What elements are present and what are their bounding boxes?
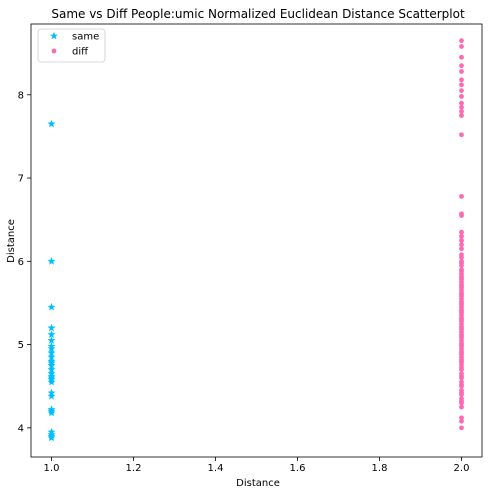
data-point-diff <box>459 332 464 337</box>
x-tick-label: 2.0 <box>454 463 470 474</box>
y-axis-label: Distance <box>6 219 17 263</box>
data-point-same <box>47 433 56 442</box>
data-point-diff <box>459 238 464 243</box>
x-tick-label: 1.4 <box>208 463 224 474</box>
data-point-diff <box>459 382 464 387</box>
x-tick-label: 1.2 <box>126 463 142 474</box>
data-point-diff <box>459 109 464 114</box>
data-point-diff <box>459 82 464 88</box>
data-point-diff <box>459 268 464 274</box>
data-point-diff <box>459 104 464 110</box>
data-point-diff <box>459 260 464 266</box>
y-tick-label: 7 <box>18 174 24 185</box>
data-point-same <box>47 257 56 265</box>
data-point-diff <box>459 310 464 316</box>
data-point-diff <box>459 327 464 332</box>
data-point-same <box>47 352 56 361</box>
data-point-diff <box>459 100 464 106</box>
x-tick-label: 1.6 <box>290 463 306 474</box>
data-point-diff <box>459 390 464 396</box>
data-point-diff <box>459 193 464 199</box>
data-point-diff <box>459 113 464 118</box>
y-tick-label: 6 <box>18 257 24 268</box>
legend: same diff <box>37 28 106 63</box>
data-point-diff <box>459 277 464 283</box>
y-tick-label: 5 <box>18 340 24 351</box>
data-point-diff <box>459 290 464 296</box>
data-point-diff <box>459 340 464 346</box>
data-point-diff <box>459 348 464 354</box>
y-axis: 4 5 6 7 8 <box>18 90 31 434</box>
data-point-same <box>47 344 56 353</box>
data-point-diff <box>459 273 464 279</box>
chart-title: Same vs Diff People:umic Normalized Eucl… <box>51 7 465 21</box>
data-point-diff <box>459 343 464 349</box>
data-point-same <box>47 392 56 400</box>
data-point-diff <box>459 418 464 424</box>
data-point-diff <box>459 307 464 313</box>
data-point-diff <box>459 242 464 248</box>
x-tick-label: 1.8 <box>372 463 388 474</box>
data-point-diff <box>459 77 464 83</box>
data-point-diff <box>459 360 464 366</box>
data-point-diff <box>459 352 464 357</box>
data-point-diff <box>459 365 464 371</box>
data-point-diff <box>459 282 464 288</box>
data-point-same <box>47 302 56 311</box>
data-point-diff <box>459 229 464 235</box>
data-point-diff <box>459 285 464 291</box>
data-point-diff <box>459 88 464 94</box>
data-point-diff <box>459 323 464 329</box>
y-tick-label: 4 <box>18 423 24 434</box>
data-point-diff <box>459 63 464 69</box>
data-point-diff <box>459 302 464 308</box>
x-axis: 1.0 1.2 1.4 1.6 1.8 2.0 <box>44 457 470 474</box>
data-point-diff <box>459 293 464 299</box>
data-point-diff <box>459 44 464 49</box>
data-point-diff <box>459 298 464 304</box>
data-point-diff <box>459 404 464 410</box>
legend-marker-diff <box>51 48 57 54</box>
data-point-diff <box>459 38 464 44</box>
data-point-same <box>47 336 56 344</box>
data-point-diff <box>459 398 464 404</box>
x-axis-label: Distance <box>236 478 280 489</box>
data-point-same <box>47 365 56 373</box>
data-point-diff <box>459 246 464 252</box>
data-point-diff <box>459 335 464 341</box>
data-point-diff <box>459 415 464 421</box>
data-point-diff <box>459 94 464 99</box>
data-point-same <box>47 323 56 332</box>
data-point-diff <box>459 373 464 379</box>
data-point-same <box>47 348 56 357</box>
data-point-diff <box>459 315 464 321</box>
data-point-same <box>47 361 56 369</box>
data-point-diff <box>459 213 464 218</box>
y-tick-label: 8 <box>18 90 24 101</box>
x-tick-label: 1.0 <box>44 463 60 474</box>
data-point-same <box>47 330 56 338</box>
data-point-diff <box>459 318 464 324</box>
legend-label-same: same <box>72 32 99 43</box>
legend-label-diff: diff <box>72 47 89 58</box>
data-point-diff <box>459 425 464 431</box>
legend-marker-same <box>50 31 58 40</box>
data-point-diff <box>459 357 464 362</box>
data-point-diff <box>459 54 464 60</box>
data-point-same <box>47 408 56 417</box>
data-point-diff <box>459 254 464 260</box>
plot-area <box>30 23 483 458</box>
data-point-same <box>47 119 56 128</box>
data-point-diff <box>459 69 464 74</box>
data-point-diff <box>459 132 464 138</box>
data-point-same <box>47 377 56 386</box>
data-points <box>47 38 464 442</box>
data-point-diff <box>459 233 464 239</box>
